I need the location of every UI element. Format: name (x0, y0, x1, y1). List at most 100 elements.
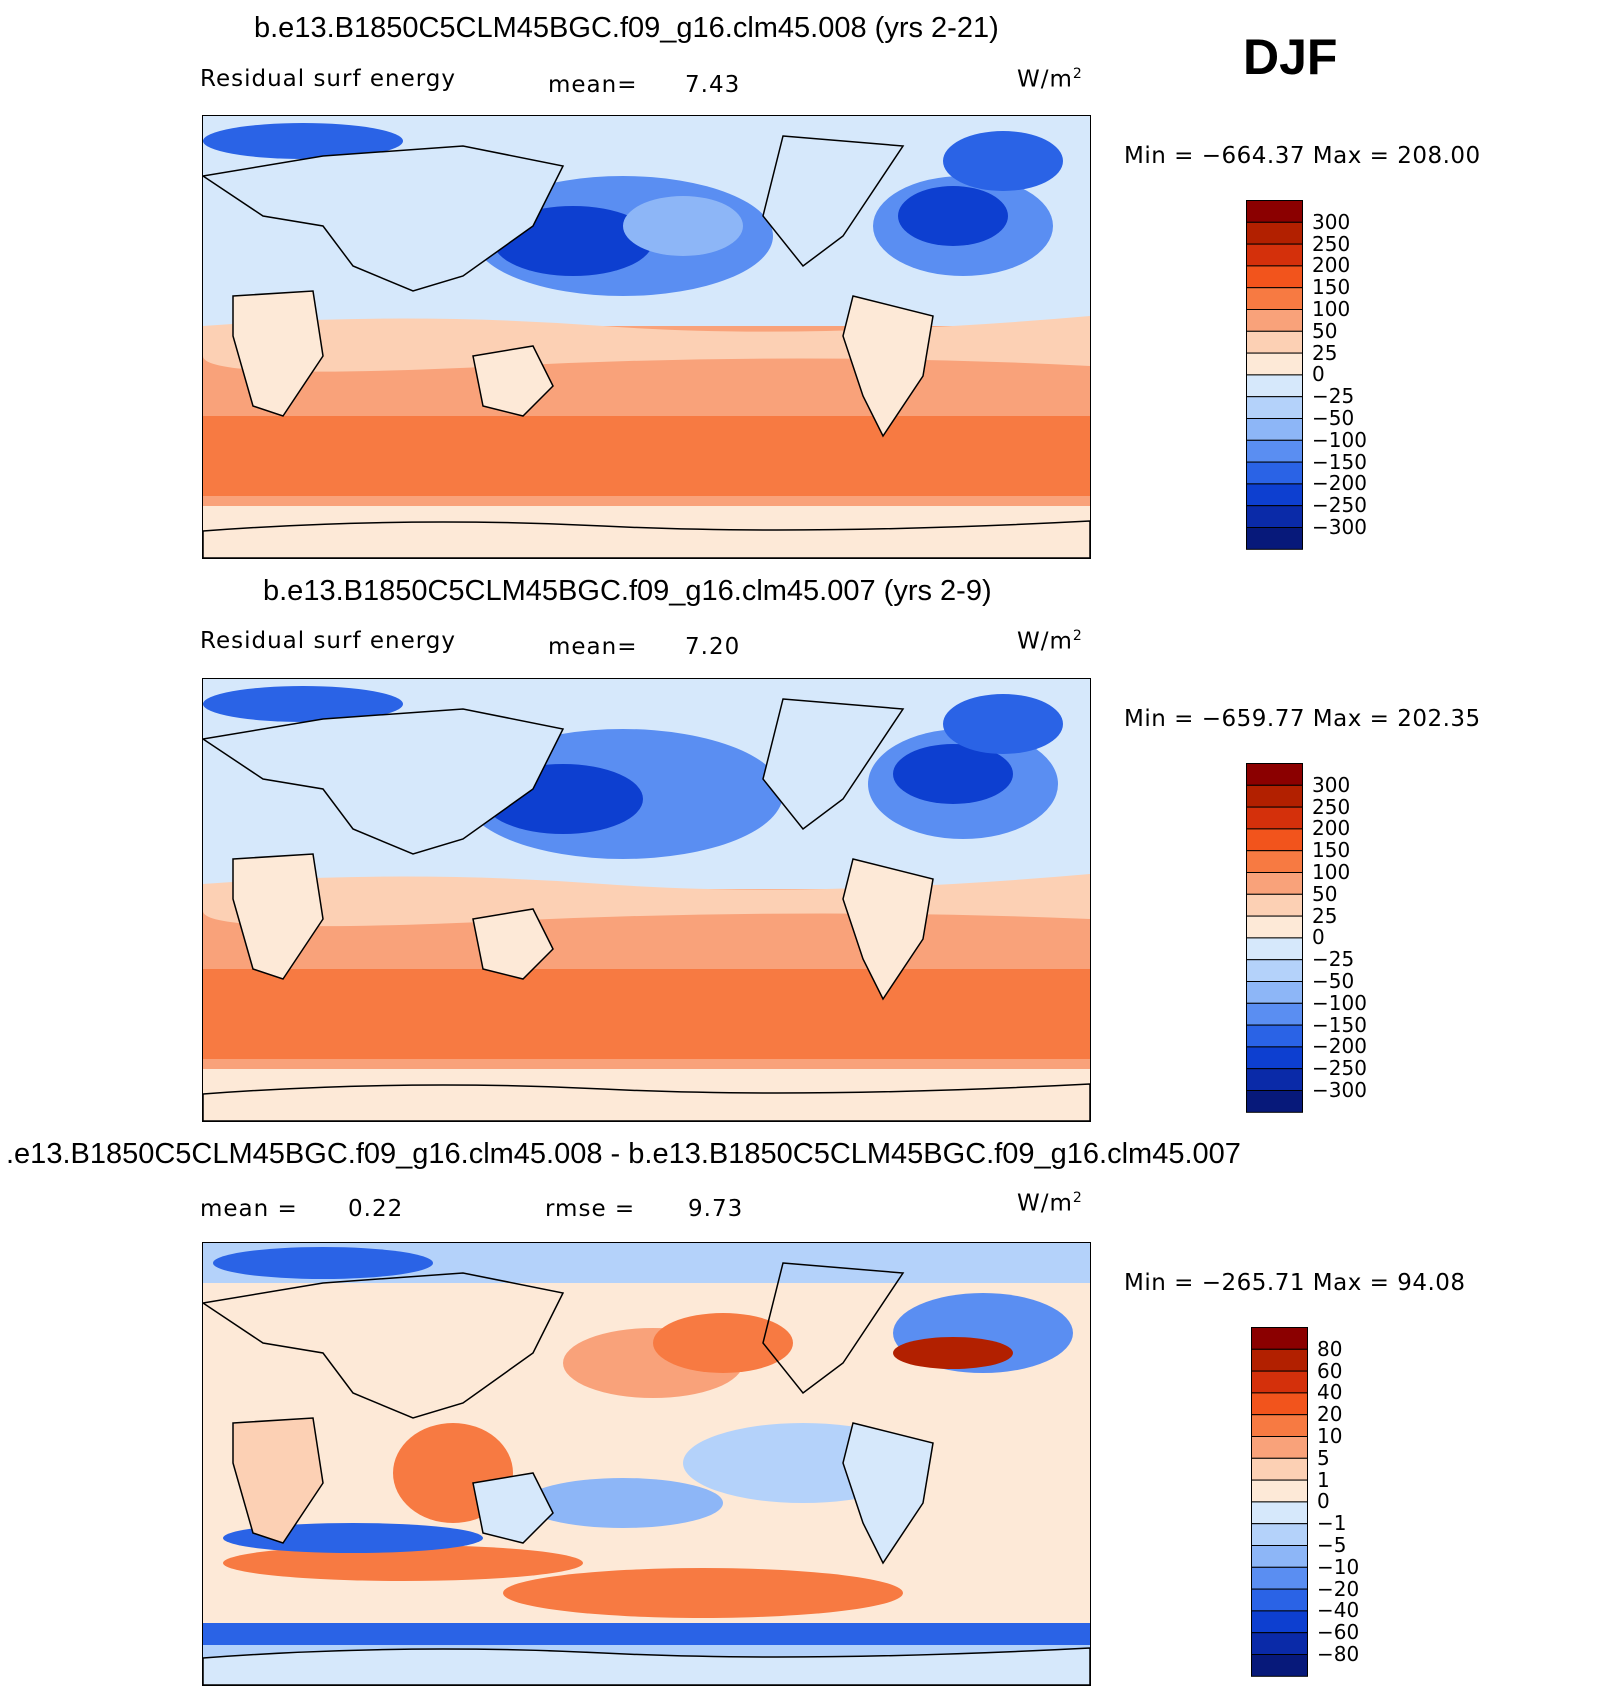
colorbar-swatch (1246, 505, 1303, 529)
colorbar-label: 200 (1312, 816, 1351, 841)
panel2-units: W/m2 (1017, 628, 1083, 655)
colorbar-label: −150 (1312, 1012, 1367, 1037)
colorbar-label: 80 (1317, 1336, 1343, 1361)
colorbar-swatch (1251, 1654, 1308, 1677)
colorbar-label: 1 (1317, 1467, 1330, 1492)
colorbar-label: −60 (1317, 1620, 1360, 1645)
colorbar-swatch (1246, 981, 1303, 1004)
colorbar-label: 25 (1312, 340, 1338, 365)
panel1-mean-value: 7.43 (685, 72, 741, 98)
colorbar-swatch (1246, 243, 1303, 267)
panel1-variable: Residual surf energy (200, 66, 457, 92)
panel2-mean-label: mean= (548, 634, 638, 660)
season-label: DJF (1243, 29, 1338, 85)
colorbar-swatch (1246, 396, 1303, 419)
colorbar-label: 50 (1312, 318, 1338, 343)
colorbar-swatch (1251, 1588, 1308, 1612)
colorbar-swatch (1251, 1348, 1308, 1372)
colorbar-label: 60 (1317, 1358, 1343, 1383)
panel3-mean-label: mean = (200, 1196, 298, 1222)
colorbar-label: 250 (1312, 794, 1351, 819)
colorbar-label: 250 (1312, 231, 1351, 256)
panel2-colorbar-swatches (1246, 763, 1303, 1113)
colorbar-swatch (1246, 265, 1303, 289)
panel3-map (202, 1242, 1091, 1686)
colorbar-swatch (1246, 461, 1303, 485)
colorbar-swatch (1246, 1068, 1303, 1092)
colorbar-swatch (1246, 309, 1303, 332)
colorbar-swatch (1246, 1090, 1303, 1113)
colorbar-swatch (1246, 915, 1303, 939)
colorbar-label: 20 (1317, 1402, 1343, 1427)
colorbar-swatch (1251, 1392, 1308, 1416)
panel3-title: .e13.B1850C5CLM45BGC.f09_g16.clm45.008 -… (6, 1138, 1241, 1170)
colorbar-swatch (1246, 200, 1303, 223)
colorbar-swatch (1251, 1414, 1308, 1437)
panel1-minmax: Min = −664.37 Max = 208.00 (1124, 143, 1481, 169)
colorbar-label: −50 (1312, 406, 1355, 430)
colorbar-swatch (1251, 1436, 1308, 1459)
colorbar-label: −25 (1312, 384, 1355, 409)
colorbar-swatch (1251, 1501, 1308, 1525)
colorbar-label: −80 (1317, 1642, 1360, 1666)
panel3-mean-value: 0.22 (348, 1196, 404, 1222)
colorbar-label: 300 (1312, 772, 1351, 797)
colorbar-label: 100 (1312, 860, 1351, 884)
panel3-rmse-label: rmse = (545, 1196, 636, 1222)
colorbar-label: −10 (1317, 1554, 1360, 1579)
colorbar-swatch (1246, 850, 1303, 873)
colorbar-swatch (1246, 872, 1303, 895)
colorbar-label: −100 (1312, 990, 1367, 1015)
panel3-units: W/m2 (1017, 1190, 1083, 1217)
colorbar-swatch (1246, 763, 1303, 786)
panel3-colorbar (1251, 1327, 1308, 1682)
panel2-title: b.e13.B1850C5CLM45BGC.f09_g16.clm45.007 … (263, 575, 992, 607)
colorbar-swatch (1246, 439, 1303, 463)
panel1-map (202, 115, 1091, 559)
colorbar-swatch (1251, 1479, 1308, 1503)
colorbar-swatch (1246, 784, 1303, 808)
colorbar-label: 200 (1312, 253, 1351, 278)
panel3-minmax: Min = −265.71 Max = 94.08 (1124, 1270, 1466, 1296)
colorbar-label: 10 (1317, 1424, 1343, 1448)
colorbar-label: −20 (1317, 1576, 1360, 1601)
colorbar-label: 5 (1317, 1445, 1330, 1470)
panel3-colorbar-swatches (1251, 1327, 1308, 1677)
panel3-rmse-value: 9.73 (688, 1196, 744, 1222)
colorbar-label: −300 (1312, 1078, 1367, 1102)
colorbar-label: −150 (1312, 449, 1367, 474)
colorbar-swatch (1246, 937, 1303, 961)
panel2-colorbar (1246, 763, 1303, 1118)
colorbar-label: −40 (1317, 1598, 1360, 1623)
colorbar-label: 50 (1312, 881, 1338, 906)
colorbar-swatch (1246, 1002, 1303, 1026)
colorbar-label: 0 (1317, 1489, 1330, 1514)
colorbar-swatch (1246, 1024, 1303, 1048)
panel2-minmax: Min = −659.77 Max = 202.35 (1124, 706, 1481, 732)
colorbar-label: −100 (1312, 427, 1367, 452)
colorbar-swatch (1246, 352, 1303, 376)
colorbar-swatch (1251, 1457, 1308, 1481)
colorbar-label: −50 (1312, 969, 1355, 993)
colorbar-swatch (1251, 1370, 1308, 1394)
colorbar-swatch (1246, 527, 1303, 550)
panel2-map (202, 678, 1091, 1122)
colorbar-label: −250 (1312, 493, 1367, 518)
colorbar-swatch (1246, 483, 1303, 507)
colorbar-swatch (1251, 1327, 1308, 1350)
panel1-colorbar-swatches (1246, 200, 1303, 550)
panel2-variable: Residual surf energy (200, 628, 457, 654)
colorbar-label: −200 (1312, 471, 1367, 496)
colorbar-swatch (1246, 806, 1303, 830)
panel2-mean-value: 7.20 (685, 634, 741, 660)
panel1-mean-label: mean= (548, 72, 638, 98)
colorbar-label: −1 (1317, 1511, 1347, 1536)
colorbar-label: 300 (1312, 209, 1351, 234)
colorbar-swatch (1251, 1610, 1308, 1634)
colorbar-swatch (1246, 221, 1303, 245)
colorbar-label: −300 (1312, 515, 1367, 539)
colorbar-swatch (1251, 1566, 1308, 1590)
colorbar-label: 25 (1312, 903, 1338, 928)
colorbar-swatch (1246, 418, 1303, 441)
colorbar-swatch (1246, 828, 1303, 852)
